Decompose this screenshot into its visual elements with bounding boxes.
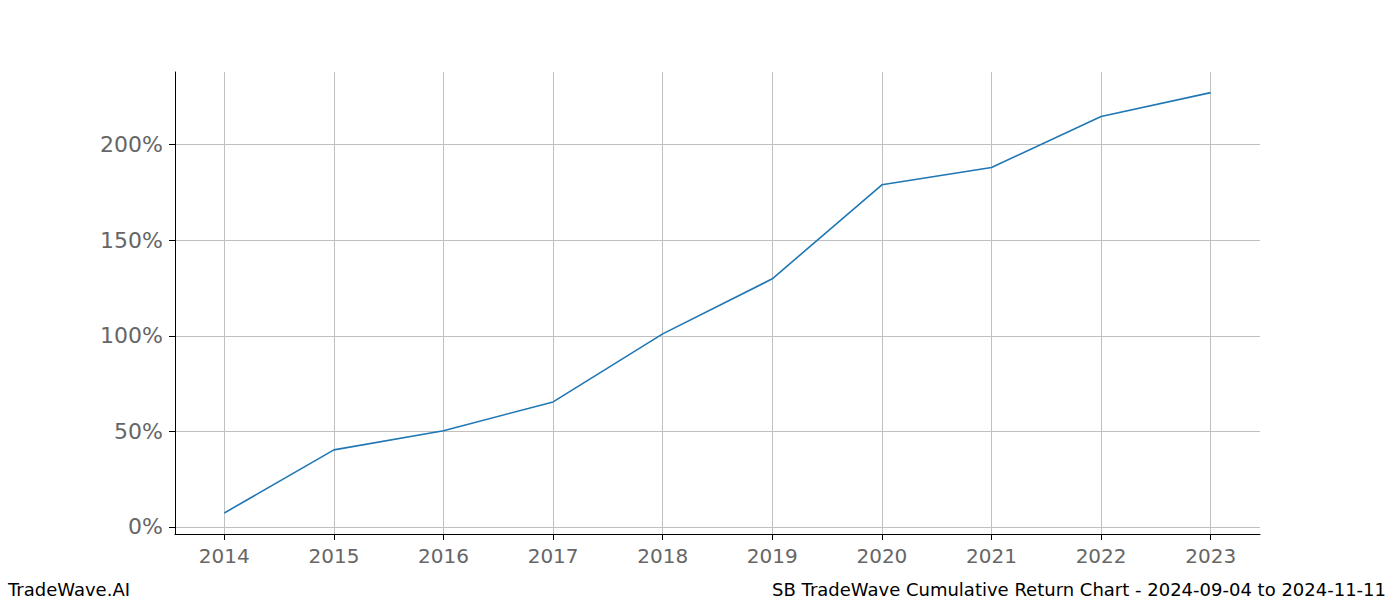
- svg-text:100%: 100%: [100, 323, 163, 348]
- svg-text:50%: 50%: [114, 419, 163, 444]
- svg-text:2015: 2015: [308, 544, 359, 568]
- svg-text:2023: 2023: [1185, 544, 1236, 568]
- svg-text:2020: 2020: [856, 544, 907, 568]
- svg-text:0%: 0%: [128, 514, 163, 539]
- svg-text:2018: 2018: [637, 544, 688, 568]
- svg-text:2022: 2022: [1076, 544, 1127, 568]
- svg-text:150%: 150%: [100, 228, 163, 253]
- svg-text:SB TradeWave Cumulative Return: SB TradeWave Cumulative Return Chart - 2…: [772, 579, 1386, 600]
- svg-text:TradeWave.AI: TradeWave.AI: [7, 579, 130, 600]
- svg-text:2016: 2016: [418, 544, 469, 568]
- svg-text:2019: 2019: [747, 544, 798, 568]
- svg-text:2021: 2021: [966, 544, 1017, 568]
- svg-text:2017: 2017: [528, 544, 579, 568]
- svg-text:200%: 200%: [100, 132, 163, 157]
- svg-text:2014: 2014: [199, 544, 250, 568]
